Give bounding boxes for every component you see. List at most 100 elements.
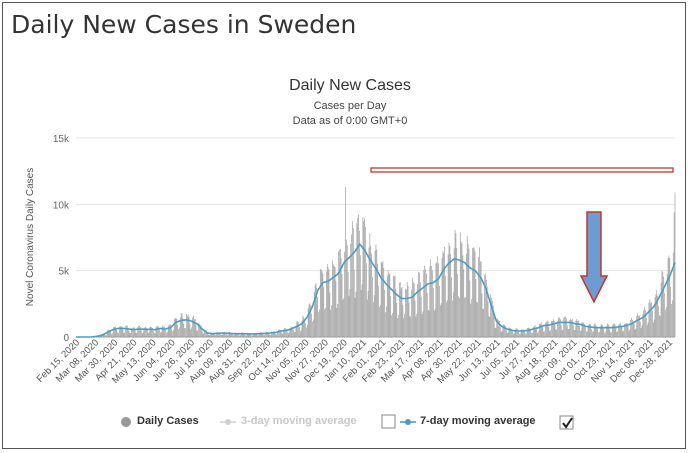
daily-cases-bar [429, 266, 431, 337]
daily-cases-bar [642, 313, 644, 337]
daily-cases-bar [159, 332, 161, 337]
daily-cases-bar [649, 299, 651, 337]
daily-cases-bar [597, 328, 598, 337]
daily-cases-bar [532, 332, 533, 337]
daily-cases-bar [634, 329, 636, 337]
daily-cases-bar [479, 261, 481, 337]
daily-cases-bar [290, 327, 292, 337]
daily-cases-bar [570, 318, 572, 337]
daily-cases-bar [432, 287, 434, 337]
daily-cases-bar [277, 330, 279, 337]
daily-cases-bar [607, 324, 609, 337]
daily-cases-bar [569, 320, 571, 337]
daily-cases-bar [543, 331, 545, 337]
daily-cases-bar [322, 273, 324, 337]
daily-cases-bar [386, 276, 388, 337]
daily-cases-bar [485, 279, 487, 337]
daily-cases-bar [496, 319, 498, 337]
daily-cases-bar [291, 326, 292, 337]
legend-3-day-moving-average[interactable]: 3-day moving average [241, 415, 357, 427]
daily-cases-bar [121, 326, 123, 337]
daily-cases-bar [458, 296, 459, 337]
daily-cases-bar [462, 255, 464, 337]
daily-cases-bar [641, 325, 643, 337]
three-day-checkbox[interactable] [381, 414, 396, 429]
daily-cases-bar [374, 250, 376, 337]
legend-daily-cases[interactable]: Daily Cases [137, 415, 199, 427]
daily-cases-bar [285, 328, 286, 337]
daily-cases-bar [256, 334, 258, 337]
daily-cases-bar [513, 333, 515, 337]
daily-cases-bar [257, 335, 259, 337]
daily-cases-bar [452, 300, 453, 337]
daily-cases-bar [582, 322, 584, 337]
daily-cases-bar [667, 257, 669, 337]
daily-cases-bar [468, 248, 470, 337]
daily-cases-bar [327, 267, 329, 337]
daily-cases-bar [361, 284, 363, 337]
daily-cases-bar [618, 324, 619, 337]
daily-cases-bar [139, 325, 140, 337]
daily-cases-bar [473, 248, 475, 337]
daily-cases-bar [461, 243, 463, 337]
daily-cases-bar [346, 245, 348, 337]
seven-day-checkbox[interactable] [559, 415, 574, 430]
daily-cases-bar [103, 333, 105, 337]
daily-cases-bar [268, 333, 270, 337]
seven-day-legend-icon[interactable] [405, 419, 411, 425]
daily-cases-bar [252, 335, 253, 337]
daily-cases-bar [512, 331, 513, 337]
daily-cases-bar [653, 319, 655, 337]
daily-cases-bar [409, 315, 411, 337]
daily-cases-bars [86, 187, 676, 337]
daily-cases-bar [375, 244, 377, 337]
legend-7-day-moving-average[interactable]: 7-day moving average [420, 415, 536, 427]
three-day-legend-icon[interactable] [225, 419, 231, 425]
daily-cases-bar [606, 323, 608, 337]
daily-cases-legend-icon[interactable] [121, 417, 131, 427]
daily-cases-bar [672, 300, 673, 337]
daily-cases-bar [446, 302, 447, 337]
daily-cases-bar [108, 329, 110, 337]
daily-cases-bar [198, 323, 199, 337]
daily-cases-bar [412, 277, 413, 337]
daily-cases-bar [286, 328, 287, 337]
daily-cases-bar [184, 328, 186, 337]
daily-cases-bar [218, 332, 219, 337]
daily-cases-bar [453, 248, 455, 337]
daily-cases-bar [603, 328, 605, 337]
daily-cases-bar [499, 326, 501, 337]
daily-cases-bar [278, 329, 279, 337]
daily-cases-bar [251, 335, 252, 337]
daily-cases-bar [467, 243, 469, 337]
daily-cases-bar [576, 319, 578, 337]
daily-cases-bar [485, 273, 486, 337]
daily-cases-bar [579, 330, 581, 337]
daily-cases-bar [166, 331, 168, 337]
daily-cases-bar [260, 332, 262, 337]
daily-cases-bar [237, 333, 239, 337]
daily-cases-bar [608, 325, 610, 337]
daily-cases-bar [317, 297, 319, 337]
daily-cases-bar [319, 309, 320, 337]
daily-cases-bar [337, 303, 339, 337]
daily-cases-bar [656, 290, 658, 337]
daily-cases-bar [106, 330, 108, 337]
daily-cases-bar [545, 321, 547, 337]
daily-cases-bar [535, 327, 537, 337]
daily-cases-bar [371, 253, 372, 337]
daily-cases-bar [442, 250, 444, 337]
daily-cases-bar [464, 297, 465, 337]
daily-cases-bar [329, 292, 331, 337]
daily-cases-bar [209, 334, 211, 337]
daily-cases-bar [213, 332, 214, 337]
daily-cases-bar [204, 329, 206, 337]
daily-cases-bar [353, 269, 355, 337]
daily-cases-bar [400, 288, 402, 337]
daily-cases-bar [536, 329, 538, 337]
daily-cases-bar [179, 327, 180, 337]
daily-cases-bar [524, 331, 525, 337]
daily-cases-bar [148, 332, 150, 337]
daily-cases-bar [441, 258, 443, 337]
daily-cases-bar [233, 335, 235, 337]
